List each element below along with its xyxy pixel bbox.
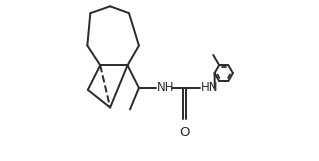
Text: HN: HN bbox=[201, 81, 219, 94]
Text: O: O bbox=[179, 126, 190, 139]
Text: NH: NH bbox=[157, 81, 174, 94]
